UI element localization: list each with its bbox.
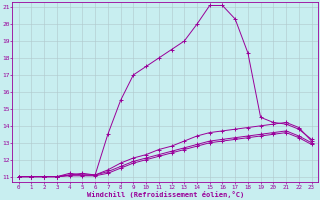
X-axis label: Windchill (Refroidissement éolien,°C): Windchill (Refroidissement éolien,°C)	[86, 191, 244, 198]
